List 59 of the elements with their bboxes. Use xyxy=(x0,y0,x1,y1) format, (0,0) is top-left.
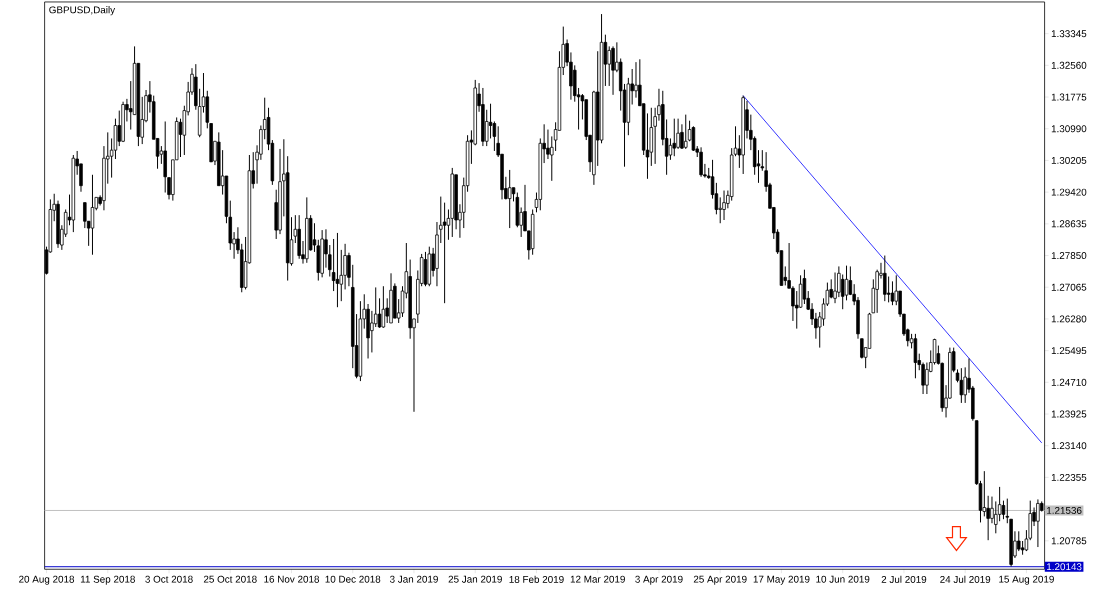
candlestick xyxy=(377,297,382,329)
x-tick-label: 10 Jun 2019 xyxy=(816,575,870,583)
x-tick-label: 3 Oct 2018 xyxy=(145,575,193,583)
y-tick-label: 1.23925 xyxy=(1051,410,1087,418)
y-tick-label: 1.30205 xyxy=(1051,156,1087,164)
candlestick xyxy=(890,280,895,306)
x-tick-label: 17 May 2019 xyxy=(753,575,810,585)
x-tick-label: 25 Oct 2018 xyxy=(203,575,257,583)
x-tick-label: 15 Aug 2019 xyxy=(999,575,1054,585)
candlestick xyxy=(883,255,887,302)
y-tick-label: 1.24710 xyxy=(1051,378,1087,386)
y-tick-label: 1.26280 xyxy=(1051,315,1087,323)
x-tick-label: 16 Nov 2018 xyxy=(264,575,320,583)
candlestick xyxy=(691,125,696,152)
candlestick xyxy=(442,202,447,304)
y-tick-label: 1.31775 xyxy=(1051,93,1087,101)
x-tick-label: 20 Aug 2018 xyxy=(19,575,75,585)
x-tick-label: 18 Feb 2019 xyxy=(509,575,564,583)
y-tick-label: 1.22355 xyxy=(1051,473,1087,481)
candlestick xyxy=(668,137,673,161)
candlestick xyxy=(1036,498,1040,548)
x-tick-label: 2 Jul 2019 xyxy=(881,575,927,583)
ref-line-label: 1.20143 xyxy=(1047,563,1082,571)
y-tick-label: 1.27850 xyxy=(1051,252,1087,260)
candlestick xyxy=(381,285,386,329)
y-tick-label: 1.28635 xyxy=(1051,220,1087,228)
candlestick xyxy=(699,146,703,178)
x-tick-label: 3 Jan 2019 xyxy=(389,575,438,583)
candlestick xyxy=(335,232,340,308)
x-tick-label: 24 Jul 2019 xyxy=(940,575,991,583)
candlestick xyxy=(722,190,726,221)
candlestick xyxy=(672,118,677,157)
x-tick-label: 3 Apr 2019 xyxy=(635,575,683,585)
x-tick-label: 25 Jan 2019 xyxy=(448,575,502,583)
candlestick xyxy=(718,196,722,224)
y-tick-label: 1.32560 xyxy=(1051,61,1087,69)
ref-line-label: 1.21536 xyxy=(1047,506,1082,514)
y-tick-label: 1.20785 xyxy=(1051,537,1087,545)
y-tick-label: 1.33345 xyxy=(1051,30,1087,38)
candlestick xyxy=(844,265,849,301)
candlestick xyxy=(1001,500,1006,520)
y-tick-label: 1.30990 xyxy=(1051,125,1087,133)
x-tick-label: 10 Dec 2018 xyxy=(325,575,381,583)
y-tick-label: 1.27065 xyxy=(1051,283,1087,291)
y-tick-label: 1.25495 xyxy=(1051,347,1087,355)
chart-title: GBPUSD,Daily xyxy=(49,6,116,16)
x-tick-label: 11 Sep 2018 xyxy=(80,575,135,585)
y-tick-label: 1.23140 xyxy=(1051,442,1087,450)
y-tick-label: 1.29420 xyxy=(1051,188,1087,196)
candlestick xyxy=(607,45,611,87)
candlestick xyxy=(997,486,1002,522)
x-tick-label: 12 Mar 2019 xyxy=(570,575,625,583)
x-tick-label: 25 Apr 2019 xyxy=(693,575,747,585)
candlestick xyxy=(886,276,891,303)
candlestick xyxy=(925,362,929,395)
candlestick xyxy=(83,202,87,229)
candlestick xyxy=(798,274,803,309)
candlestick xyxy=(684,114,688,150)
candlestick xyxy=(611,45,615,96)
